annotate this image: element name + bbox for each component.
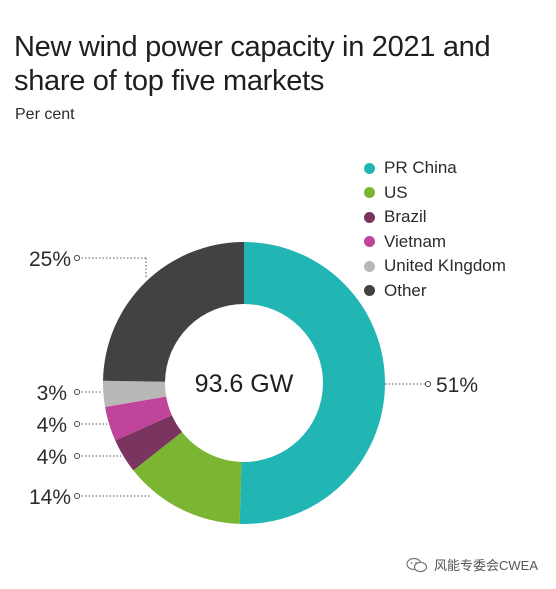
legend-label-other: Other [384, 280, 427, 300]
label-united-kingdom: 3% [37, 382, 67, 405]
legend-swatch-vietnam [364, 236, 375, 248]
leader-dot-pr-china [424, 380, 432, 388]
leader-dot-vietnam [73, 420, 81, 428]
legend-item-vietnam: Vietnam [364, 230, 544, 255]
leader-dot-brazil [73, 452, 81, 460]
legend-label-united-kingdom: United KIngdom [384, 256, 506, 276]
chart-title: New wind power capacity in 2021 and shar… [14, 30, 534, 98]
legend-item-other: Other [364, 279, 544, 304]
legend-label-brazil: Brazil [384, 207, 427, 227]
slice-united-kingdom [103, 380, 167, 408]
watermark-text: 风能专委会CWEA [434, 558, 539, 573]
legend-item-brazil: Brazil [364, 205, 544, 230]
chart-subtitle: Per cent [15, 106, 75, 123]
legend-label-vietnam: Vietnam [384, 231, 447, 251]
slice-pr-china [239, 242, 385, 524]
legend-item-pr-china: PR China [364, 156, 544, 181]
legend-swatch-brazil [364, 211, 375, 223]
legend-label-us: US [384, 182, 408, 202]
leader-dot-other [73, 254, 81, 262]
legend: PR China US Brazil Vietnam United KIngdom Oth… [364, 156, 544, 303]
label-vietnam: 4% [37, 414, 67, 437]
legend-item-united-kingdom: United KIngdom [364, 254, 544, 279]
slice-other [103, 242, 244, 382]
label-brazil: 4% [37, 446, 67, 469]
chart-title-line-2: share of top five markets [14, 65, 325, 97]
label-pr-china: 51% [436, 374, 478, 397]
leader-dot-us [73, 492, 81, 500]
leader-dot-united-kingdom [73, 388, 81, 396]
legend-swatch-united-kingdom [364, 260, 375, 272]
legend-swatch-pr-china [364, 162, 375, 174]
slice-us [133, 431, 242, 524]
slice-brazil [115, 415, 183, 471]
legend-item-us: US [364, 181, 544, 206]
label-us: 14% [29, 486, 71, 509]
legend-swatch-other [364, 285, 375, 297]
label-other: 25% [29, 248, 71, 271]
slice-vietnam [105, 396, 172, 441]
wechat-icon [406, 557, 428, 572]
chart-title-line-1: New wind power capacity in 2021 and [14, 31, 491, 63]
watermark: 风能专委会CWEA [406, 555, 538, 574]
legend-swatch-us [364, 187, 375, 199]
center-label: 93.6 GW [195, 370, 294, 398]
legend-label-pr-china: PR China [384, 158, 457, 178]
